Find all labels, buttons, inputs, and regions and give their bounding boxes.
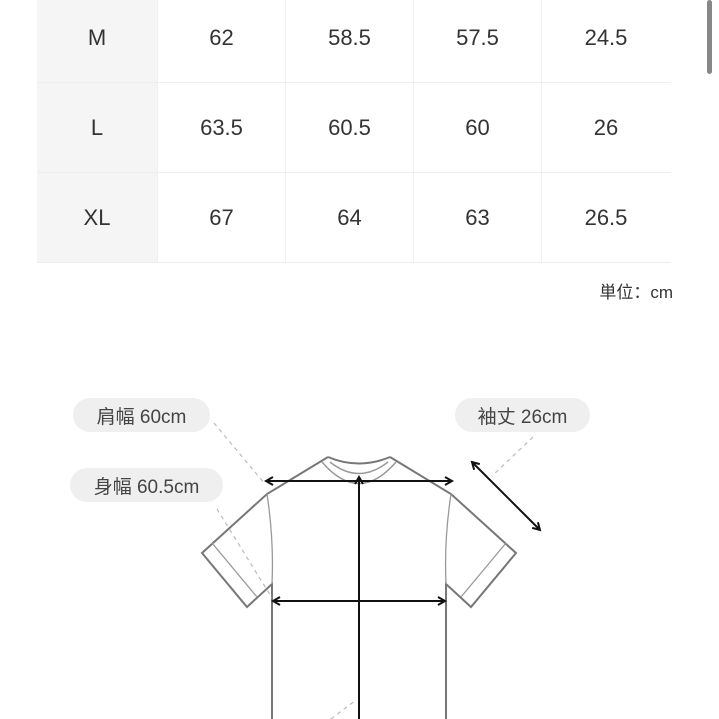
sleeve-arrow xyxy=(472,462,540,530)
chest-width-label: 身幅 60.5cm xyxy=(70,468,223,502)
leader-lines xyxy=(213,422,534,719)
size-cell: M xyxy=(37,0,158,82)
table-row: M 62 58.5 57.5 24.5 xyxy=(37,0,671,83)
value-cell: 57.5 xyxy=(414,0,542,82)
table-row: XL 67 64 63 26.5 xyxy=(37,173,671,263)
value-cell: 62 xyxy=(158,0,286,82)
shoulder-width-label: 肩幅 60cm xyxy=(73,398,210,432)
value-cell: 26 xyxy=(593,114,619,140)
value-cell: 60.5 xyxy=(286,83,414,172)
scrollbar[interactable] xyxy=(707,0,712,74)
value-cell: 26.5 xyxy=(584,204,628,230)
value-cell: 67 xyxy=(158,173,286,262)
size-table: M 62 58.5 57.5 24.5 L 63.5 60.5 60 26 XL… xyxy=(37,0,671,263)
value-cell: 64 xyxy=(286,173,414,262)
sleeve-length-label: 袖丈 26cm xyxy=(455,398,590,432)
value-cell: 58.5 xyxy=(286,0,414,82)
value-cell: 63 xyxy=(414,173,542,262)
size-cell: L xyxy=(37,83,158,172)
size-cell: XL xyxy=(37,173,158,262)
value-cell: 63.5 xyxy=(158,83,286,172)
table-row: L 63.5 60.5 60 26 xyxy=(37,83,671,173)
tshirt-outline xyxy=(200,456,518,719)
unit-label: 単位：cm xyxy=(599,283,673,302)
value-cell: 24.5 xyxy=(584,24,628,50)
value-cell: 60 xyxy=(414,83,542,172)
